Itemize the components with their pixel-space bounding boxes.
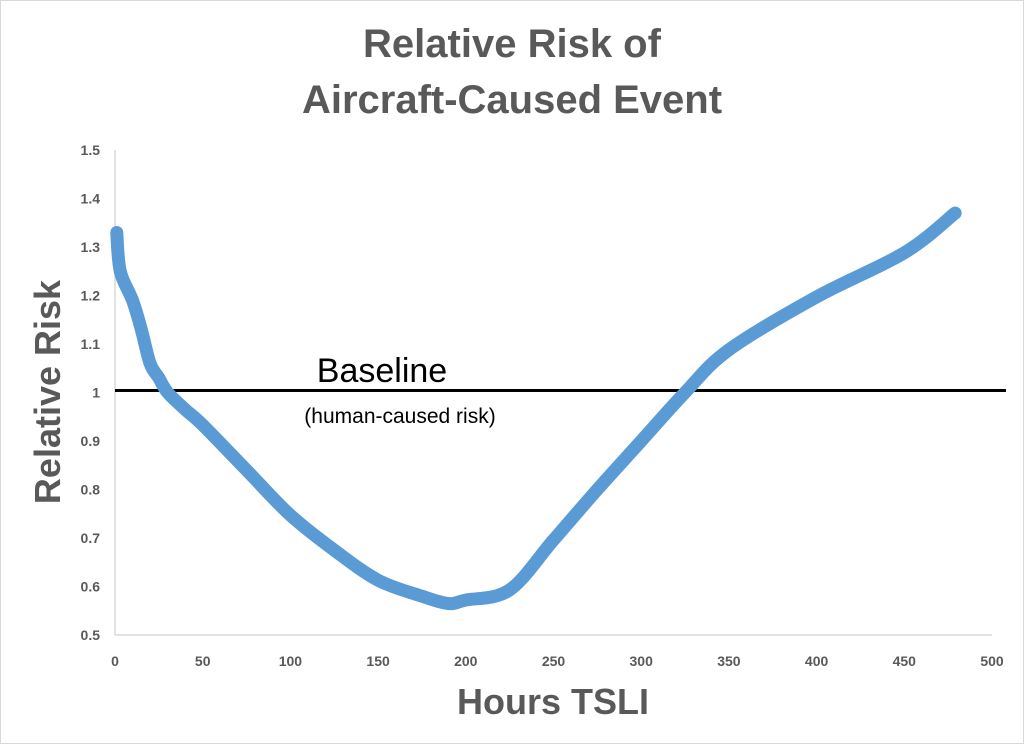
- y-tick-label: 1.1: [81, 336, 101, 352]
- x-tick-label: 500: [980, 653, 1004, 669]
- x-tick-label: 450: [893, 653, 917, 669]
- y-tick-label: 1.5: [81, 142, 101, 158]
- x-tick-label: 300: [630, 653, 654, 669]
- y-tick-label: 1.3: [81, 239, 101, 255]
- y-tick-label: 1: [92, 385, 100, 401]
- x-tick-label: 0: [111, 653, 119, 669]
- y-tick-label: 0.7: [81, 530, 101, 546]
- x-tick-label: 150: [366, 653, 390, 669]
- y-tick-label: 0.8: [81, 482, 101, 498]
- x-tick-label: 50: [195, 653, 211, 669]
- x-tick-label: 100: [279, 653, 303, 669]
- x-axis-label: Hours TSLI: [457, 681, 649, 722]
- chart-title-line-1: Relative Risk of: [363, 22, 661, 66]
- baseline-label: Baseline: [317, 352, 447, 390]
- x-tick-label: 200: [454, 653, 478, 669]
- x-tick-label: 400: [805, 653, 829, 669]
- baseline-sublabel: (human-caused risk): [304, 405, 495, 428]
- y-axis-label: Relative Risk: [27, 279, 68, 504]
- y-tick-label: 1.4: [81, 191, 101, 207]
- chart-title-line-2: Aircraft-Caused Event: [301, 78, 723, 122]
- x-tick-label: 250: [542, 653, 566, 669]
- y-tick-label: 0.6: [81, 579, 101, 595]
- y-tick-label: 0.5: [81, 627, 101, 643]
- y-tick-label: 0.9: [81, 433, 101, 449]
- y-tick-label: 1.2: [81, 288, 101, 304]
- relative-risk-series-line: [110, 206, 962, 611]
- x-tick-label: 350: [717, 653, 741, 669]
